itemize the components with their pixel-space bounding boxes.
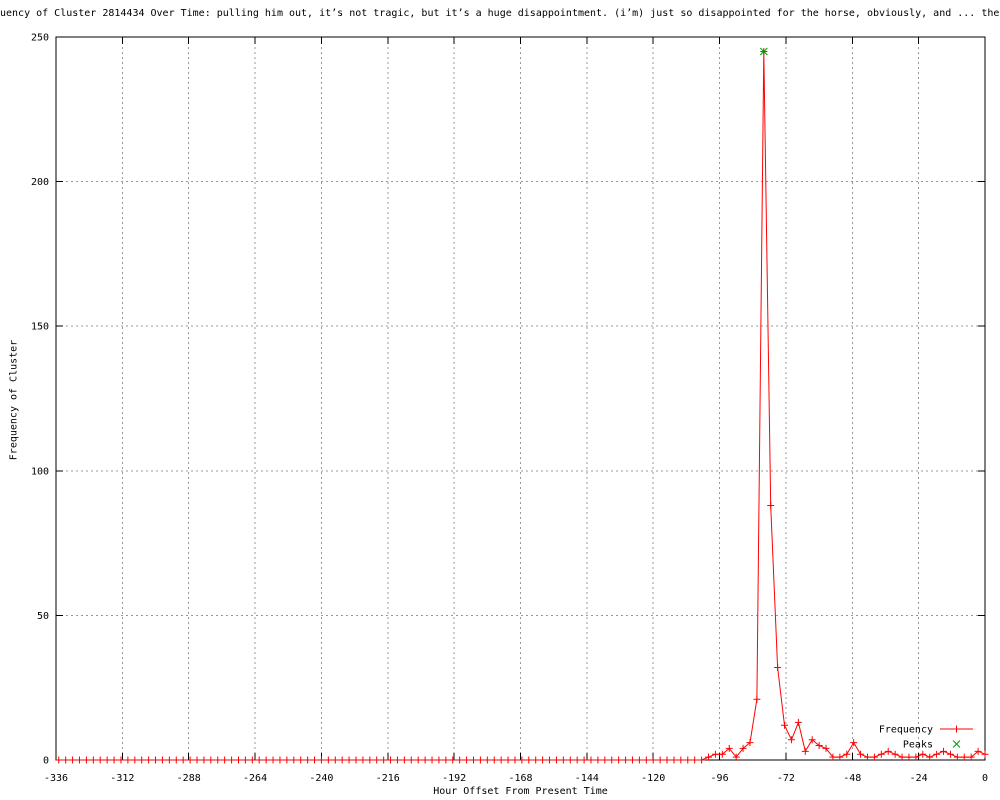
svg-text:150: 150 — [31, 322, 49, 333]
svg-text:50: 50 — [37, 611, 49, 622]
chart-title: uency of Cluster 2814434 Over Time: pull… — [0, 8, 1000, 19]
svg-text:-144: -144 — [575, 773, 599, 784]
svg-text:-96: -96 — [711, 773, 729, 784]
svg-text:-312: -312 — [110, 773, 134, 784]
peaks-series-markers — [759, 47, 768, 56]
x-tick-labels: -336 -312 -288 -264 -240 -216 -192 -168 -144 -120… — [44, 773, 988, 784]
legend: Frequency Peaks — [879, 725, 973, 751]
svg-text:-336: -336 — [44, 773, 68, 784]
svg-text:-120: -120 — [641, 773, 665, 784]
svg-text:-72: -72 — [777, 773, 795, 784]
legend-label-peaks: Peaks — [903, 740, 933, 751]
svg-text:0: 0 — [982, 773, 988, 784]
svg-text:250: 250 — [31, 33, 49, 44]
svg-text:-48: -48 — [843, 773, 861, 784]
y-tick-labels: 0 50 100 150 200 250 — [31, 33, 49, 767]
svg-text:-216: -216 — [376, 773, 400, 784]
legend-label-frequency: Frequency — [879, 725, 933, 736]
svg-text:-168: -168 — [508, 773, 532, 784]
svg-text:-288: -288 — [177, 773, 201, 784]
svg-text:-192: -192 — [442, 773, 466, 784]
legend-plus-marker-icon — [953, 725, 960, 733]
svg-text:0: 0 — [43, 756, 49, 767]
svg-text:-264: -264 — [243, 773, 267, 784]
svg-text:100: 100 — [31, 466, 49, 477]
grid-lines — [56, 37, 985, 760]
svg-text:-240: -240 — [309, 773, 333, 784]
svg-text:200: 200 — [31, 177, 49, 188]
svg-text:-24: -24 — [910, 773, 928, 784]
x-axis-label: Hour Offset From Present Time — [433, 786, 608, 797]
frequency-series-markers — [55, 47, 989, 764]
legend-cross-marker-icon — [952, 740, 961, 748]
frequency-series-line — [58, 51, 986, 761]
